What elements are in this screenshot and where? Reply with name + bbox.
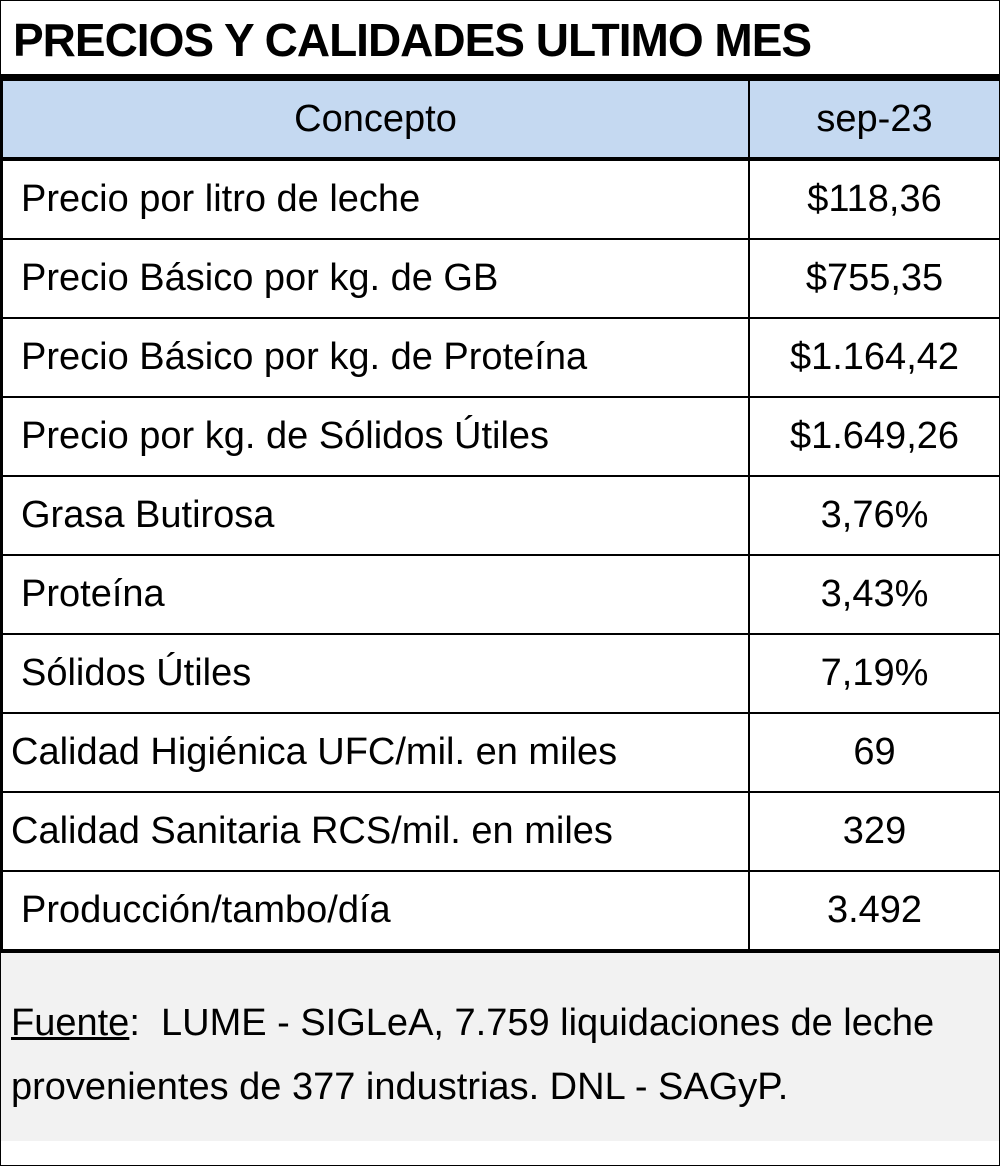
row-label: Calidad Sanitaria RCS/mil. en miles (1, 791, 750, 872)
table-row: Precio Básico por kg. de GB $755,35 (1, 238, 1000, 319)
row-value: 3.492 (748, 870, 1000, 951)
row-label: Grasa Butirosa (1, 475, 750, 556)
row-label: Sólidos Útiles (1, 633, 750, 714)
row-label: Precio por litro de leche (1, 158, 750, 240)
source-separator: : (129, 1002, 140, 1044)
row-value: $1.649,26 (748, 396, 1000, 477)
table-row: Producción/tambo/día 3.492 (1, 870, 1000, 951)
table-row: Calidad Higiénica UFC/mil. en miles 69 (1, 712, 1000, 793)
row-value: $755,35 (748, 238, 1000, 319)
source-label: Fuente (11, 1002, 130, 1044)
page-title: PRECIOS Y CALIDADES ULTIMO MES (1, 1, 999, 79)
header-concepto: Concepto (1, 79, 750, 161)
table-row: Precio por kg. de Sólidos Útiles $1.649,… (1, 396, 1000, 477)
table-row: Proteína 3,43% (1, 554, 1000, 635)
row-value: 329 (748, 791, 1000, 872)
table-row: Sólidos Útiles 7,19% (1, 633, 1000, 714)
header-period: sep-23 (748, 79, 1000, 161)
source-note: Fuente: LUME - SIGLeA, 7.759 liquidacion… (1, 951, 999, 1141)
row-label: Precio Básico por kg. de Proteína (1, 317, 750, 398)
row-label: Precio por kg. de Sólidos Útiles (1, 396, 750, 477)
table-row: Precio Básico por kg. de Proteína $1.164… (1, 317, 1000, 398)
row-label: Producción/tambo/día (1, 870, 750, 951)
table-header-row: Concepto sep-23 (1, 79, 1000, 161)
row-value: 3,43% (748, 554, 1000, 635)
row-value: $1.164,42 (748, 317, 1000, 398)
row-label: Calidad Higiénica UFC/mil. en miles (1, 712, 750, 793)
row-label: Precio Básico por kg. de GB (1, 238, 750, 319)
table-row: Calidad Sanitaria RCS/mil. en miles 329 (1, 791, 1000, 872)
row-value: 3,76% (748, 475, 1000, 556)
row-label: Proteína (1, 554, 750, 635)
row-value: 7,19% (748, 633, 1000, 714)
table-row: Grasa Butirosa 3,76% (1, 475, 1000, 556)
source-text: LUME - SIGLeA, 7.759 liquidaciones de le… (11, 1002, 945, 1108)
prices-table: Concepto sep-23 Precio por litro de lech… (1, 79, 1000, 951)
row-value: $118,36 (748, 158, 1000, 240)
table-row: Precio por litro de leche $118,36 (1, 158, 1000, 240)
row-value: 69 (748, 712, 1000, 793)
